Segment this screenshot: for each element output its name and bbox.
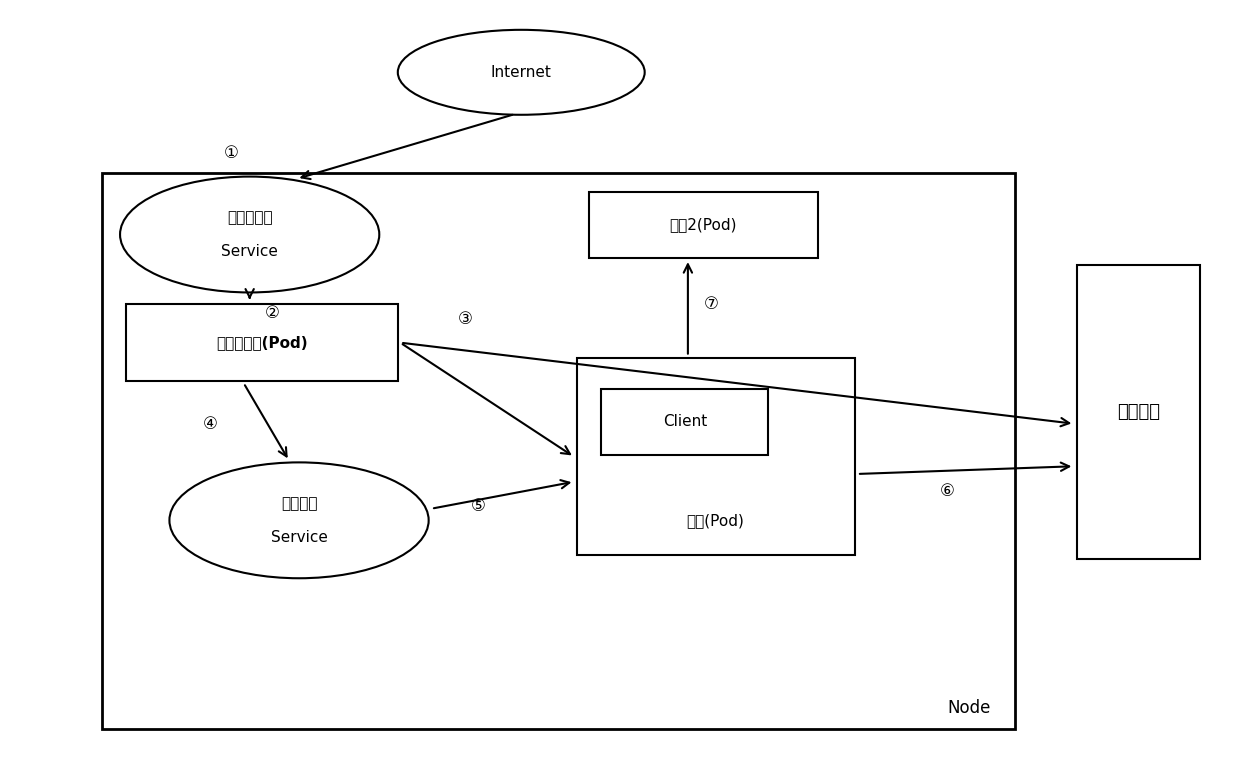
Text: ③: ③ bbox=[459, 310, 474, 328]
Ellipse shape bbox=[120, 177, 379, 293]
Text: Service: Service bbox=[221, 244, 278, 259]
Text: Client: Client bbox=[662, 415, 707, 429]
Text: Service: Service bbox=[270, 530, 327, 545]
Text: 业务(Pod): 业务(Pod) bbox=[687, 513, 744, 527]
FancyBboxPatch shape bbox=[601, 389, 768, 454]
Text: Internet: Internet bbox=[491, 65, 552, 80]
FancyBboxPatch shape bbox=[577, 358, 854, 555]
Ellipse shape bbox=[398, 30, 645, 115]
FancyBboxPatch shape bbox=[126, 304, 398, 381]
Text: ⑥: ⑥ bbox=[940, 482, 955, 500]
FancyBboxPatch shape bbox=[102, 173, 1016, 729]
Text: 业务服务: 业务服务 bbox=[280, 496, 317, 511]
Text: 微服务网关(Pod): 微服务网关(Pod) bbox=[216, 335, 308, 350]
Text: ①: ① bbox=[223, 145, 238, 163]
Text: 注册中心: 注册中心 bbox=[1117, 403, 1159, 421]
Text: Node: Node bbox=[947, 699, 991, 717]
Text: ⑦: ⑦ bbox=[704, 295, 719, 313]
Ellipse shape bbox=[170, 462, 429, 578]
Text: ④: ④ bbox=[202, 415, 217, 433]
Text: 业务2(Pod): 业务2(Pod) bbox=[670, 217, 737, 233]
Text: 微服务网关: 微服务网关 bbox=[227, 210, 273, 225]
Text: ②: ② bbox=[264, 304, 279, 322]
FancyBboxPatch shape bbox=[589, 192, 817, 258]
Text: ⑤: ⑤ bbox=[471, 497, 486, 515]
FancyBboxPatch shape bbox=[1076, 265, 1200, 559]
